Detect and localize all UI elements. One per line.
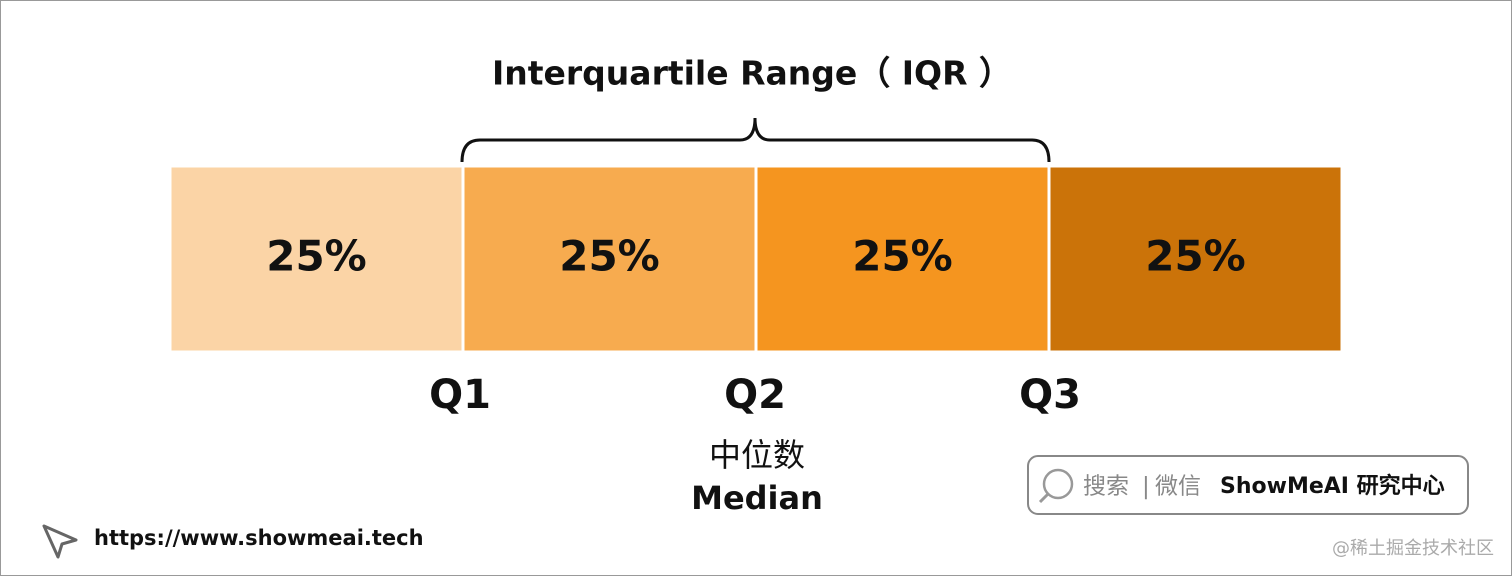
cursor-icon	[42, 524, 78, 559]
search-icon-handle	[1038, 492, 1050, 504]
quartile-label: Q3	[1019, 372, 1081, 418]
brace	[460, 117, 1051, 163]
title: Interquartile Range（ IQR ）	[492, 54, 1012, 93]
segment-label: 25%	[1145, 232, 1246, 281]
segment	[461, 164, 758, 354]
search-brand: ShowMeAI 研究中心	[1220, 473, 1445, 499]
segment-label: 25%	[852, 232, 953, 281]
search-prefix: 搜索	[1083, 474, 1129, 500]
median-chinese: 中位数	[709, 436, 805, 474]
search-box[interactable]	[1027, 455, 1469, 515]
median-english: Median	[691, 479, 823, 517]
quartile-label: Q1	[429, 372, 491, 418]
watermark: @稀土掘金技术社区	[1332, 538, 1494, 559]
search-divider: |	[1142, 474, 1150, 500]
segment-label: 25%	[266, 232, 367, 281]
search-platform: 微信	[1155, 474, 1201, 500]
segments: 25% 25% 25% 25%	[168, 164, 1344, 354]
segment-label: 25%	[559, 232, 660, 281]
url[interactable]: https://www.showmeai.tech	[94, 526, 424, 550]
segment	[1047, 164, 1344, 354]
search-icon	[1042, 468, 1074, 500]
quartile-label: Q2	[724, 372, 786, 418]
segment	[168, 164, 465, 354]
